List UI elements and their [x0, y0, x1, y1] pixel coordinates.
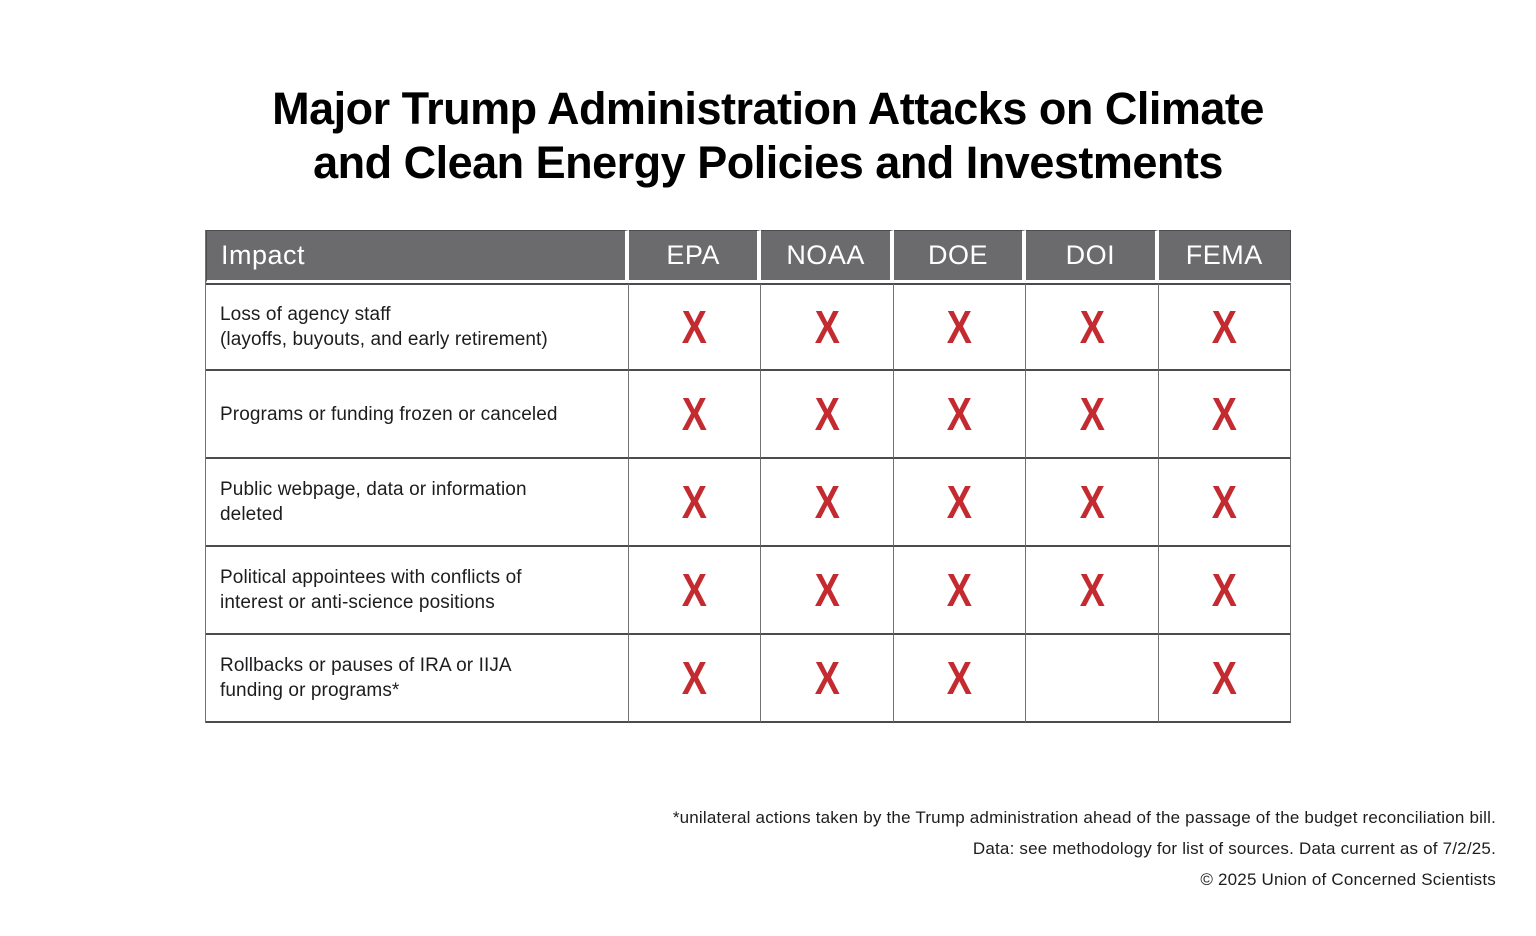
x-mark: X: [1079, 301, 1105, 353]
table-row-funding-frozen: Programs or funding frozen or canceled X…: [206, 371, 1291, 459]
mark-cell-fema: X: [1158, 459, 1291, 547]
footnote-copyright: © 2025 Union of Concerned Scientists: [1200, 870, 1496, 889]
header-cell-fema: FEMA: [1158, 230, 1291, 283]
x-mark: X: [946, 564, 973, 616]
mark-cell-doi: X: [1026, 459, 1159, 547]
x-mark: X: [946, 388, 973, 440]
x-mark: X: [1079, 564, 1105, 616]
x-mark: X: [682, 652, 708, 704]
table-header-row: Impact EPA NOAA DOE DOI FEMA: [206, 230, 1291, 283]
x-mark: X: [1079, 476, 1105, 528]
x-mark: X: [682, 564, 708, 616]
impact-label: Loss of agency staff (layoffs, buyouts, …: [206, 283, 629, 371]
header-cell-epa: EPA: [629, 230, 762, 283]
x-mark: X: [946, 301, 973, 353]
mark-cell-doi: X: [1026, 283, 1159, 371]
x-mark: X: [1211, 388, 1237, 440]
mark-cell-noaa: X: [761, 459, 894, 547]
x-mark: X: [1211, 301, 1237, 353]
x-mark: X: [946, 652, 973, 704]
header-cell-impact: Impact: [206, 230, 629, 283]
impact-label-line: Loss of agency staff: [220, 304, 391, 325]
impact-label-line: (layoffs, buyouts, and early retirement): [220, 329, 548, 350]
impact-label-line: deleted: [220, 504, 284, 525]
impact-table: Impact EPA NOAA DOE DOI FEMA Loss of age…: [205, 230, 1291, 723]
mark-cell-noaa: X: [761, 283, 894, 371]
mark-cell-epa: X: [629, 283, 762, 371]
x-mark: X: [682, 301, 708, 353]
mark-cell-noaa: X: [761, 547, 894, 635]
x-mark: X: [814, 652, 840, 704]
x-mark: X: [946, 476, 973, 528]
impact-label-line: interest or anti-science positions: [220, 592, 495, 613]
impact-label-line: funding or programs*: [220, 680, 400, 701]
x-mark: X: [814, 476, 840, 528]
mark-cell-doe: X: [893, 283, 1027, 371]
mark-cell-doe: X: [893, 371, 1027, 459]
x-mark: X: [1211, 564, 1237, 616]
impact-label: Political appointees with conflicts of i…: [206, 547, 629, 635]
x-mark: X: [1211, 476, 1237, 528]
mark-cell-epa: X: [629, 371, 762, 459]
mark-cell-doe: X: [893, 547, 1027, 635]
impact-label-line: Public webpage, data or information: [220, 479, 527, 500]
mark-cell-fema: X: [1158, 371, 1291, 459]
impact-label-line: Programs or funding frozen or canceled: [220, 403, 558, 425]
page-title-line-1: Major Trump Administration Attacks on Cl…: [272, 83, 1264, 134]
impact-label: Rollbacks or pauses of IRA or IIJA fundi…: [206, 635, 629, 723]
mark-cell-epa: X: [629, 459, 762, 547]
x-mark: X: [682, 388, 708, 440]
page-title-line-2: and Clean Energy Policies and Investment…: [313, 137, 1223, 188]
footnote-data-source: Data: see methodology for list of source…: [972, 839, 1496, 858]
page-title: Major Trump Administration Attacks on Cl…: [0, 82, 1536, 190]
mark-cell-noaa: X: [761, 635, 894, 723]
mark-cell-epa: X: [629, 547, 762, 635]
mark-cell-doi: X: [1026, 371, 1159, 459]
impact-label: Programs or funding frozen or canceled: [206, 371, 629, 459]
x-mark: X: [814, 301, 840, 353]
x-mark: X: [682, 476, 708, 528]
x-mark: X: [1079, 388, 1105, 440]
header-cell-doi: DOI: [1026, 230, 1159, 283]
mark-cell-noaa: X: [761, 371, 894, 459]
mark-cell-fema: X: [1158, 547, 1291, 635]
mark-cell-fema: X: [1158, 283, 1291, 371]
table-row-political-appointees: Political appointees with conflicts of i…: [206, 547, 1291, 635]
mark-cell-fema: X: [1158, 635, 1291, 723]
mark-cell-doi: X: [1026, 547, 1159, 635]
mark-cell-epa: X: [629, 635, 762, 723]
x-mark: X: [814, 388, 840, 440]
table-row-ira-iija-rollbacks: Rollbacks or pauses of IRA or IIJA fundi…: [206, 635, 1291, 723]
impact-label-line: Rollbacks or pauses of IRA or IIJA: [220, 655, 512, 676]
footnotes: *unilateral actions taken by the Trump a…: [673, 802, 1496, 895]
table-row-webpage-deleted: Public webpage, data or information dele…: [206, 459, 1291, 547]
impact-label: Public webpage, data or information dele…: [206, 459, 629, 547]
x-mark: X: [1211, 652, 1237, 704]
header-cell-noaa: NOAA: [761, 230, 894, 283]
table-row-staff-loss: Loss of agency staff (layoffs, buyouts, …: [206, 283, 1291, 371]
x-mark: X: [814, 564, 840, 616]
mark-cell-doe: X: [893, 459, 1027, 547]
impact-label-line: Political appointees with conflicts of: [220, 567, 522, 588]
mark-cell-doe: X: [893, 635, 1027, 723]
header-cell-doe: DOE: [893, 230, 1027, 283]
mark-cell-doi: [1026, 635, 1159, 723]
footnote-unilateral-actions: *unilateral actions taken by the Trump a…: [672, 808, 1496, 827]
